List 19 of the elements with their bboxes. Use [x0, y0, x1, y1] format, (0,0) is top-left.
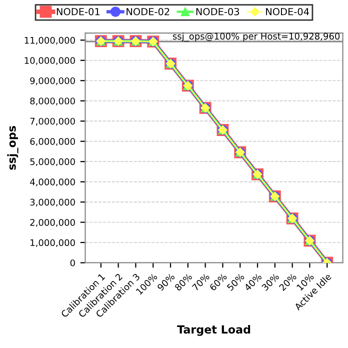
y-tick-label: 2,000,000: [30, 218, 75, 227]
ref-line-label: ssj_ops@100% per Host=10,928,960: [172, 32, 340, 42]
y-tick-label: 10,000,000: [24, 57, 75, 65]
y-axis-title: ssj_ops: [7, 126, 18, 170]
y-tick-label: 8,000,000: [30, 98, 75, 106]
legend-label: NODE-02: [126, 8, 170, 16]
x-axis-title: Target Load: [177, 325, 250, 336]
y-tick-label: 4,000,000: [30, 178, 75, 186]
y-tick-label: 5,000,000: [30, 158, 75, 166]
y-tick-label: 0: [70, 259, 75, 266]
y-tick-label: 9,000,000: [30, 77, 75, 86]
y-tick-label: 1,000,000: [30, 239, 75, 247]
legend-label: NODE-01: [56, 8, 100, 16]
y-tick-label: 3,000,000: [30, 198, 75, 207]
y-tick-label: 7,000,000: [30, 118, 75, 126]
y-tick-label: 6,000,000: [30, 138, 75, 146]
legend-label: NODE-03: [196, 8, 240, 16]
legend-label: NODE-04: [266, 8, 309, 16]
y-tick-label: 11,000,000: [24, 36, 75, 45]
